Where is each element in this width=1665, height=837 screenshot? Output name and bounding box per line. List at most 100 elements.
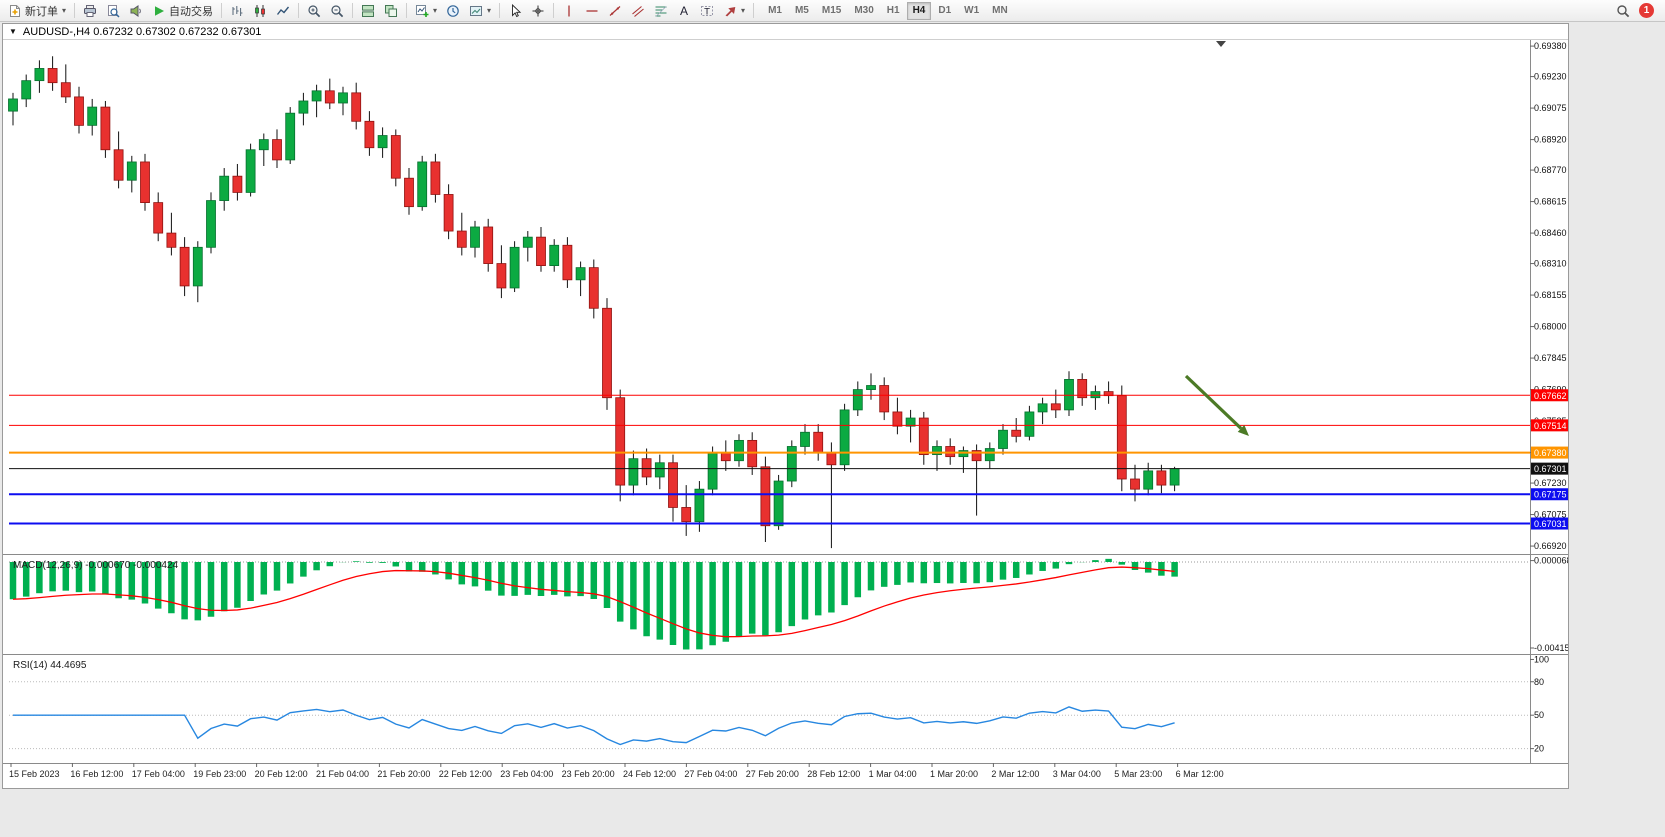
candles-icon [253, 4, 267, 18]
timeframe-m30-button[interactable]: M30 [848, 2, 879, 20]
dropdown-arrow-icon: ▾ [741, 6, 746, 15]
price-label: 0.68615 [1534, 197, 1567, 207]
time-label: 21 Feb 04:00 [316, 769, 369, 779]
new-chart-button[interactable]: ▾ [411, 1, 441, 21]
tile-windows-button[interactable] [357, 1, 379, 21]
fibonacci-button[interactable] [650, 1, 672, 21]
vertical-line-button[interactable] [558, 1, 580, 21]
play-icon [152, 4, 166, 18]
timeframe-mn-button[interactable]: MN [986, 2, 1014, 20]
hline-price-label[interactable] [1531, 462, 1568, 475]
cursor-button[interactable] [504, 1, 526, 21]
timeframe-toolbar: M1 M5 M15 M30 H1 H4 D1 W1 MN [762, 1, 1014, 20]
price-label: 0.66920 [1534, 541, 1567, 551]
rsi-pane: 100 80 50 20 [9, 654, 1549, 754]
candlestick-chart-button[interactable] [249, 1, 271, 21]
bar-chart-button[interactable] [226, 1, 248, 21]
crosshair-button[interactable] [527, 1, 549, 21]
toolbar-separator [298, 3, 300, 18]
timeframe-d1-button[interactable]: D1 [932, 2, 957, 20]
trendline-button[interactable] [604, 1, 626, 21]
hline-price-label[interactable] [1531, 488, 1568, 501]
toolbar-buttons: 新订单 ▾ 自动交易 ▾ ▾ A T ▾ [4, 1, 757, 21]
timeframe-m1-button[interactable]: M1 [762, 2, 788, 20]
price-label: 0.68310 [1534, 259, 1567, 269]
toolbar-separator [352, 3, 354, 18]
cascade-windows-button[interactable] [380, 1, 402, 21]
macd-indicator-label: MACD(12,26,9) -0.000670 -0.000424 [13, 560, 179, 571]
new-chart-icon [415, 4, 429, 18]
time-label: 1 Mar 04:00 [869, 769, 917, 779]
new-order-button[interactable]: 新订单 ▾ [4, 1, 70, 21]
chart-dropdown-icon[interactable]: ▼ [9, 26, 17, 36]
print-button[interactable] [79, 1, 101, 21]
autotrading-button[interactable]: 自动交易 [148, 1, 217, 21]
hline-price-label[interactable] [1531, 446, 1568, 459]
zoom-out-icon [330, 4, 344, 18]
timeframe-h4-button[interactable]: H4 [906, 1, 932, 20]
price-label: 0.68460 [1534, 228, 1567, 238]
dropdown-arrow-icon: ▾ [433, 6, 438, 15]
time-label: 16 Feb 12:00 [70, 769, 123, 779]
zoom-in-button[interactable] [303, 1, 325, 21]
time-label: 15 Feb 2023 [9, 769, 60, 779]
time-label: 2 Mar 12:00 [991, 769, 1039, 779]
chart-window: ▼ AUDUSD-,H4 0.67232 0.67302 0.67232 0.6… [2, 23, 1575, 789]
notification-badge[interactable]: 1 [1639, 3, 1654, 18]
time-label: 21 Feb 20:00 [377, 769, 430, 779]
rsi-level-label: 100 [1534, 654, 1549, 664]
text-label-button[interactable]: T [696, 1, 718, 21]
alert-sound-button[interactable] [125, 1, 147, 21]
button-label: 自动交易 [169, 5, 214, 18]
text-a-icon: A [677, 4, 691, 18]
bars-chart-icon [230, 4, 244, 18]
rsi-level-label: 50 [1534, 710, 1544, 720]
price-label: 0.67845 [1534, 353, 1567, 363]
chart-canvas[interactable]: 0.69380 0.69230 0.69075 0.68920 0.68770 0.686… [3, 40, 1575, 787]
trend-arrow-annotation[interactable] [1184, 374, 1249, 436]
timeframe-h1-button[interactable]: H1 [881, 2, 906, 20]
time-axis[interactable]: 15 Feb 2023 16 Feb 12:00 17 Feb 04:00 19 Fe… [9, 763, 1224, 779]
arrows-button[interactable]: ▾ [719, 1, 749, 21]
hline-price-label[interactable] [1531, 517, 1568, 530]
clock-button[interactable] [442, 1, 464, 21]
print-preview-button[interactable] [102, 1, 124, 21]
horizontal-lines[interactable]: 0.67662 0.67514 0.67380 0.67301 0.67175 0.670… [9, 389, 1568, 530]
price-label: 0.69075 [1534, 103, 1567, 113]
printer-icon [83, 4, 97, 18]
fibo-icon [654, 4, 668, 18]
time-label: 22 Feb 12:00 [439, 769, 492, 779]
macd-scale-label: -0.004159 [1534, 643, 1568, 653]
template-icon [469, 4, 483, 18]
time-label: 1 Mar 20:00 [930, 769, 978, 779]
hline-price-label-text: 0.67301 [1534, 464, 1567, 474]
dropdown-arrow-icon: ▾ [62, 6, 67, 15]
zoom-in-icon [307, 4, 321, 18]
templates-button[interactable]: ▾ [465, 1, 495, 21]
hline-price-label[interactable] [1531, 419, 1568, 432]
horizontal-line-button[interactable] [581, 1, 603, 21]
line-chart-icon [276, 4, 290, 18]
price-label: 0.68155 [1534, 290, 1567, 300]
channel-button[interactable] [627, 1, 649, 21]
hline-price-label-text: 0.67662 [1534, 391, 1567, 401]
search-icon[interactable] [1616, 4, 1630, 18]
hline-price-label-text: 0.67380 [1534, 448, 1567, 458]
toolbar-separator [406, 3, 408, 18]
time-label: 27 Feb 20:00 [746, 769, 799, 779]
timeframe-m15-button[interactable]: M15 [816, 2, 847, 20]
price-label: 0.69380 [1534, 41, 1567, 51]
macd-signal-line [12, 566, 1175, 638]
time-label: 19 Feb 23:00 [193, 769, 246, 779]
zoom-out-button[interactable] [326, 1, 348, 21]
vline-icon [562, 4, 576, 18]
time-label: 6 Mar 12:00 [1176, 769, 1224, 779]
hline-price-label-text: 0.67514 [1534, 421, 1567, 431]
toolbar-separator [499, 3, 501, 18]
text-button[interactable]: A [673, 1, 695, 21]
hline-price-label[interactable] [1531, 389, 1568, 402]
timeframe-w1-button[interactable]: W1 [958, 2, 985, 20]
line-chart-button[interactable] [272, 1, 294, 21]
time-label: 3 Mar 04:00 [1053, 769, 1101, 779]
timeframe-m5-button[interactable]: M5 [789, 2, 815, 20]
